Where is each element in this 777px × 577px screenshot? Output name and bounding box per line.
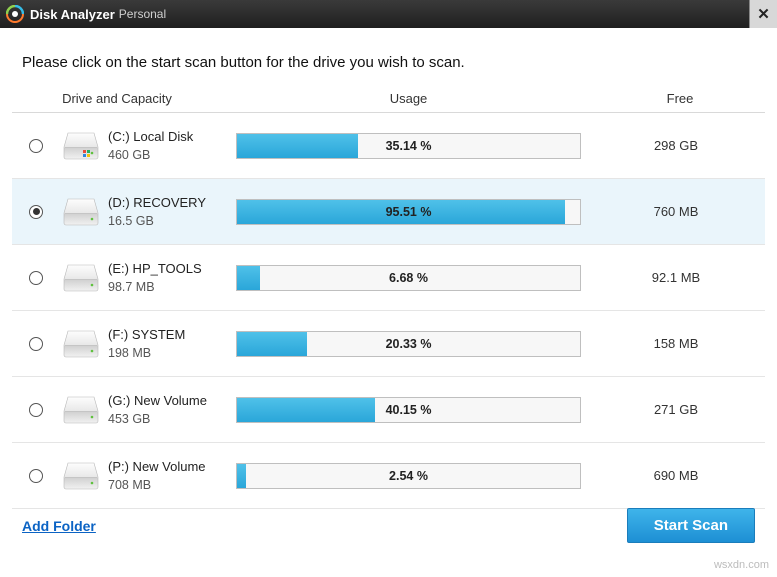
close-button[interactable]: ✕ xyxy=(749,0,777,28)
drive-info: (E:) HP_TOOLS 98.7 MB xyxy=(106,261,226,294)
column-headers: Drive and Capacity Usage Free xyxy=(12,85,765,113)
drive-info: (G:) New Volume 453 GB xyxy=(106,393,226,426)
drive-name: (P:) New Volume xyxy=(108,459,226,474)
free-space: 158 MB xyxy=(591,336,761,351)
drive-list: (C:) Local Disk 460 GB 35.14 % 298 GB (D… xyxy=(12,113,765,509)
usage-cell: 2.54 % xyxy=(226,463,591,489)
drive-radio[interactable] xyxy=(29,205,43,219)
radio-cell xyxy=(16,337,56,351)
start-scan-button[interactable]: Start Scan xyxy=(627,508,755,543)
drive-row[interactable]: (F:) SYSTEM 198 MB 20.33 % 158 MB xyxy=(12,311,765,377)
drive-row[interactable]: (P:) New Volume 708 MB 2.54 % 690 MB xyxy=(12,443,765,509)
drive-radio[interactable] xyxy=(29,403,43,417)
drive-row[interactable]: (G:) New Volume 453 GB 40.15 % 271 GB xyxy=(12,377,765,443)
usage-cell: 6.68 % xyxy=(226,265,591,291)
drive-radio[interactable] xyxy=(29,337,43,351)
drive-name: (C:) Local Disk xyxy=(108,129,226,144)
usage-bar: 40.15 % xyxy=(236,397,581,423)
drive-row[interactable]: (C:) Local Disk 460 GB 35.14 % 298 GB xyxy=(12,113,765,179)
drive-row[interactable]: (E:) HP_TOOLS 98.7 MB 6.68 % 92.1 MB xyxy=(12,245,765,311)
usage-bar: 95.51 % xyxy=(236,199,581,225)
app-logo-icon xyxy=(6,5,24,23)
usage-cell: 20.33 % xyxy=(226,331,591,357)
app-subtitle: Personal xyxy=(119,7,166,21)
drive-capacity: 460 GB xyxy=(108,148,226,162)
drive-name: (E:) HP_TOOLS xyxy=(108,261,226,276)
content-area: Please click on the start scan button fo… xyxy=(0,28,777,509)
usage-bar-label: 35.14 % xyxy=(237,134,580,158)
usage-bar-label: 6.68 % xyxy=(237,266,580,290)
header-usage: Usage xyxy=(222,91,595,106)
radio-cell xyxy=(16,205,56,219)
free-space: 690 MB xyxy=(591,468,761,483)
usage-cell: 40.15 % xyxy=(226,397,591,423)
drive-capacity: 453 GB xyxy=(108,412,226,426)
watermark: wsxdn.com xyxy=(714,559,769,571)
drive-capacity: 16.5 GB xyxy=(108,214,226,228)
usage-bar-label: 20.33 % xyxy=(237,332,580,356)
drive-capacity: 708 MB xyxy=(108,478,226,492)
usage-bar: 35.14 % xyxy=(236,133,581,159)
drive-name: (D:) RECOVERY xyxy=(108,195,226,210)
app-title: Disk Analyzer xyxy=(30,7,115,22)
drive-icon xyxy=(56,263,106,293)
free-space: 760 MB xyxy=(591,204,761,219)
radio-cell xyxy=(16,403,56,417)
drive-icon xyxy=(56,131,106,161)
radio-cell xyxy=(16,139,56,153)
drive-info: (C:) Local Disk 460 GB xyxy=(106,129,226,162)
drive-icon xyxy=(56,395,106,425)
footer: Add Folder Start Scan xyxy=(0,508,777,543)
header-free: Free xyxy=(595,91,765,106)
header-drive: Drive and Capacity xyxy=(12,91,222,106)
free-space: 271 GB xyxy=(591,402,761,417)
usage-bar-label: 2.54 % xyxy=(237,464,580,488)
drive-radio[interactable] xyxy=(29,469,43,483)
drive-capacity: 198 MB xyxy=(108,346,226,360)
usage-bar-label: 40.15 % xyxy=(237,398,580,422)
drive-row[interactable]: (D:) RECOVERY 16.5 GB 95.51 % 760 MB xyxy=(12,179,765,245)
drive-radio[interactable] xyxy=(29,139,43,153)
add-folder-link[interactable]: Add Folder xyxy=(22,518,96,534)
drive-icon xyxy=(56,461,106,491)
radio-cell xyxy=(16,469,56,483)
drive-radio[interactable] xyxy=(29,271,43,285)
instruction-text: Please click on the start scan button fo… xyxy=(22,54,765,71)
usage-bar: 6.68 % xyxy=(236,265,581,291)
usage-bar: 2.54 % xyxy=(236,463,581,489)
usage-bar-label: 95.51 % xyxy=(237,200,580,224)
drive-icon xyxy=(56,329,106,359)
free-space: 92.1 MB xyxy=(591,270,761,285)
usage-cell: 95.51 % xyxy=(226,199,591,225)
drive-name: (G:) New Volume xyxy=(108,393,226,408)
drive-name: (F:) SYSTEM xyxy=(108,327,226,342)
close-icon: ✕ xyxy=(757,5,770,23)
drive-icon xyxy=(56,197,106,227)
drive-info: (P:) New Volume 708 MB xyxy=(106,459,226,492)
free-space: 298 GB xyxy=(591,138,761,153)
usage-cell: 35.14 % xyxy=(226,133,591,159)
usage-bar: 20.33 % xyxy=(236,331,581,357)
drive-info: (F:) SYSTEM 198 MB xyxy=(106,327,226,360)
drive-capacity: 98.7 MB xyxy=(108,280,226,294)
drive-info: (D:) RECOVERY 16.5 GB xyxy=(106,195,226,228)
radio-cell xyxy=(16,271,56,285)
titlebar: Disk Analyzer Personal ✕ xyxy=(0,0,777,28)
